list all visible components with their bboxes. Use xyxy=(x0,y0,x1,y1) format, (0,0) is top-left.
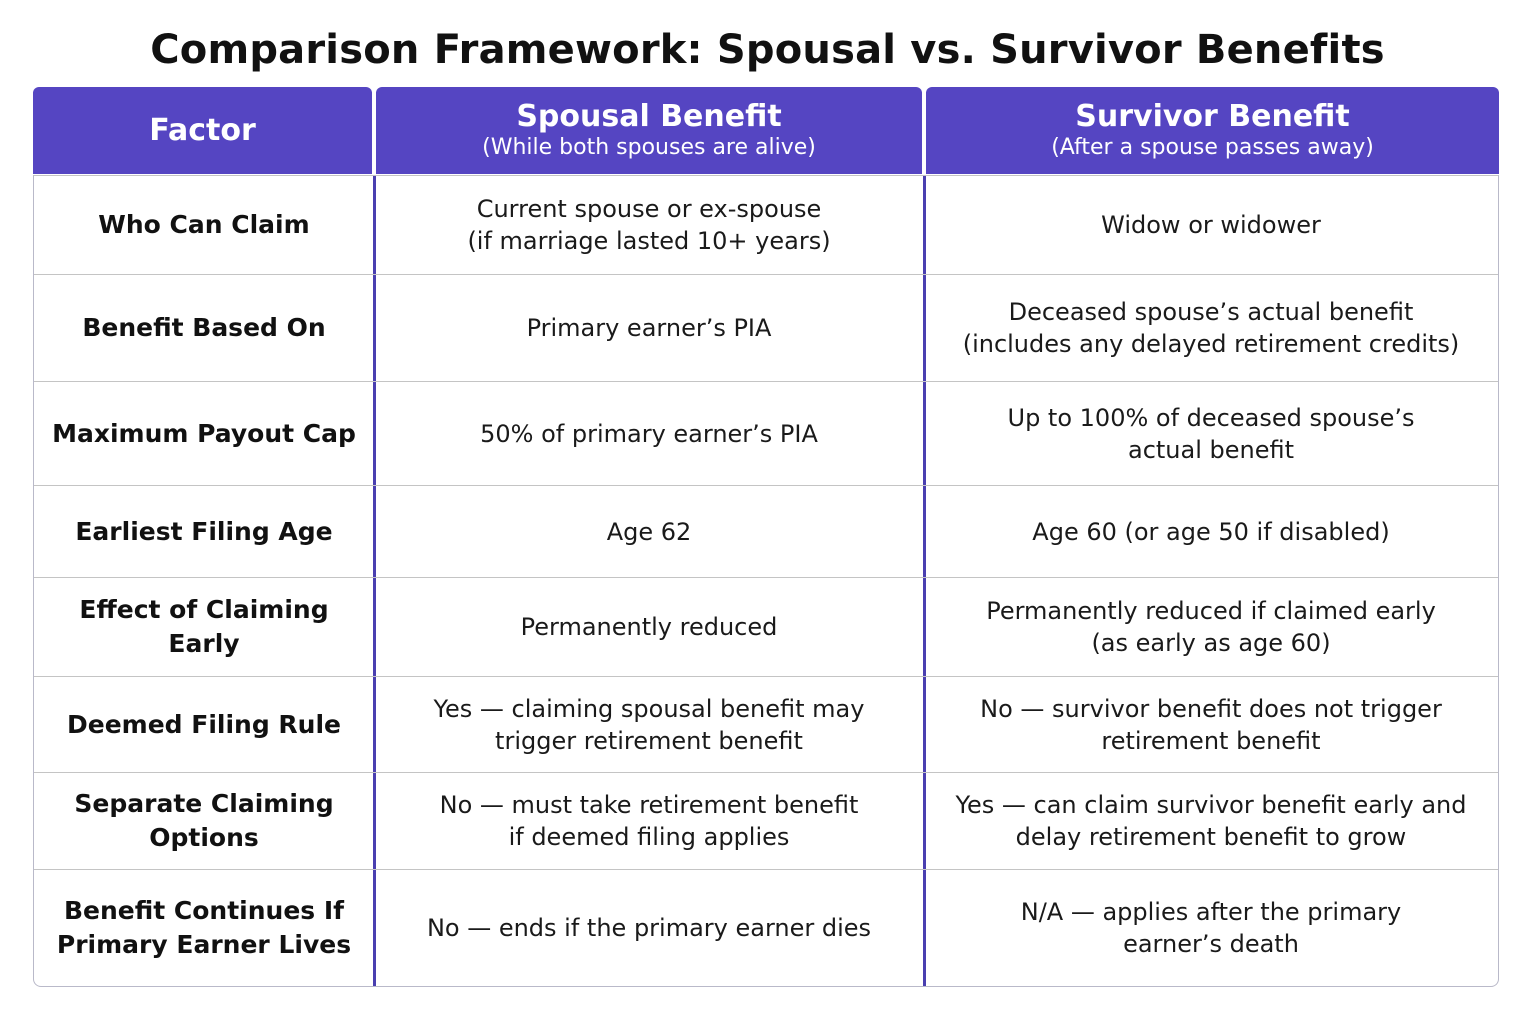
column-divider xyxy=(373,175,376,986)
table-row: Maximum Payout Cap 50% of primary earner… xyxy=(34,381,1498,485)
spousal-cell: Yes — claiming spousal benefit may trigg… xyxy=(433,694,865,755)
factor-cell: Separate Claiming Options xyxy=(74,789,334,852)
factor-cell: Maximum Payout Cap xyxy=(52,418,356,448)
survivor-cell: N/A — applies after the primary earner’s… xyxy=(1020,898,1402,958)
table-row: Effect of Claiming Early Permanently red… xyxy=(34,577,1498,676)
survivor-cell: Widow or widower xyxy=(1101,211,1321,239)
survivor-cell: Deceased spouse’s actual benefit (includ… xyxy=(962,298,1460,358)
page-title: Comparison Framework: Spousal vs. Surviv… xyxy=(150,27,1385,73)
factor-cell: Deemed Filing Rule xyxy=(66,709,342,739)
spousal-cell: No — ends if the primary earner dies xyxy=(426,914,872,942)
table-header: Factor Spousal Benefit (While both spous… xyxy=(33,87,1499,175)
table-row: Earliest Filing Age Age 62 Age 60 (or ag… xyxy=(34,485,1498,577)
header-spousal: Spousal Benefit (While both spouses are … xyxy=(376,87,922,174)
header-survivor: Survivor Benefit (After a spouse passes … xyxy=(926,87,1499,174)
survivor-cell: No — survivor benefit does not trigger r… xyxy=(980,694,1442,755)
table-row: Separate Claiming Options No — must take… xyxy=(34,772,1498,869)
header-spousal-subtitle: (While both spouses are alive) xyxy=(482,134,816,160)
spousal-cell: 50% of primary earner’s PIA xyxy=(480,419,818,448)
factor-cell: Earliest Filing Age xyxy=(75,516,333,546)
column-divider xyxy=(923,175,926,986)
spousal-cell: Permanently reduced xyxy=(520,613,778,641)
survivor-cell: Permanently reduced if claimed early (as… xyxy=(986,597,1436,657)
factor-cell: Benefit Based On xyxy=(82,313,326,342)
spousal-cell: Age 62 xyxy=(606,517,692,546)
header-factor: Factor xyxy=(33,87,372,174)
table-row: Who Can Claim Current spouse or ex-spous… xyxy=(34,175,1498,274)
table-body: Who Can Claim Current spouse or ex-spous… xyxy=(33,175,1499,987)
factor-cell: Benefit Continues If Primary Earner Live… xyxy=(56,896,352,959)
header-survivor-title: Survivor Benefit xyxy=(1075,98,1350,134)
spousal-cell: Primary earner’s PIA xyxy=(526,314,772,342)
header-spousal-title: Spousal Benefit xyxy=(516,98,782,134)
table-row: Benefit Continues If Primary Earner Live… xyxy=(34,869,1498,986)
table-row: Deemed Filing Rule Yes — claiming spousa… xyxy=(34,676,1498,772)
survivor-cell: Yes — can claim survivor benefit early a… xyxy=(955,791,1467,851)
comparison-table: Factor Spousal Benefit (While both spous… xyxy=(33,87,1499,987)
factor-cell: Effect of Claiming Early xyxy=(79,595,329,658)
spousal-cell: Current spouse or ex-spouse (if marriage… xyxy=(467,195,831,255)
survivor-cell: Age 60 (or age 50 if disabled) xyxy=(1032,517,1390,546)
survivor-cell: Up to 100% of deceased spouse’s actual b… xyxy=(1007,403,1415,464)
table-row: Benefit Based On Primary earner’s PIA De… xyxy=(34,274,1498,381)
header-factor-label: Factor xyxy=(149,112,256,148)
spousal-cell: No — must take retirement benefit if dee… xyxy=(439,791,859,851)
header-survivor-subtitle: (After a spouse passes away) xyxy=(1051,134,1374,160)
factor-cell: Who Can Claim xyxy=(98,210,310,239)
